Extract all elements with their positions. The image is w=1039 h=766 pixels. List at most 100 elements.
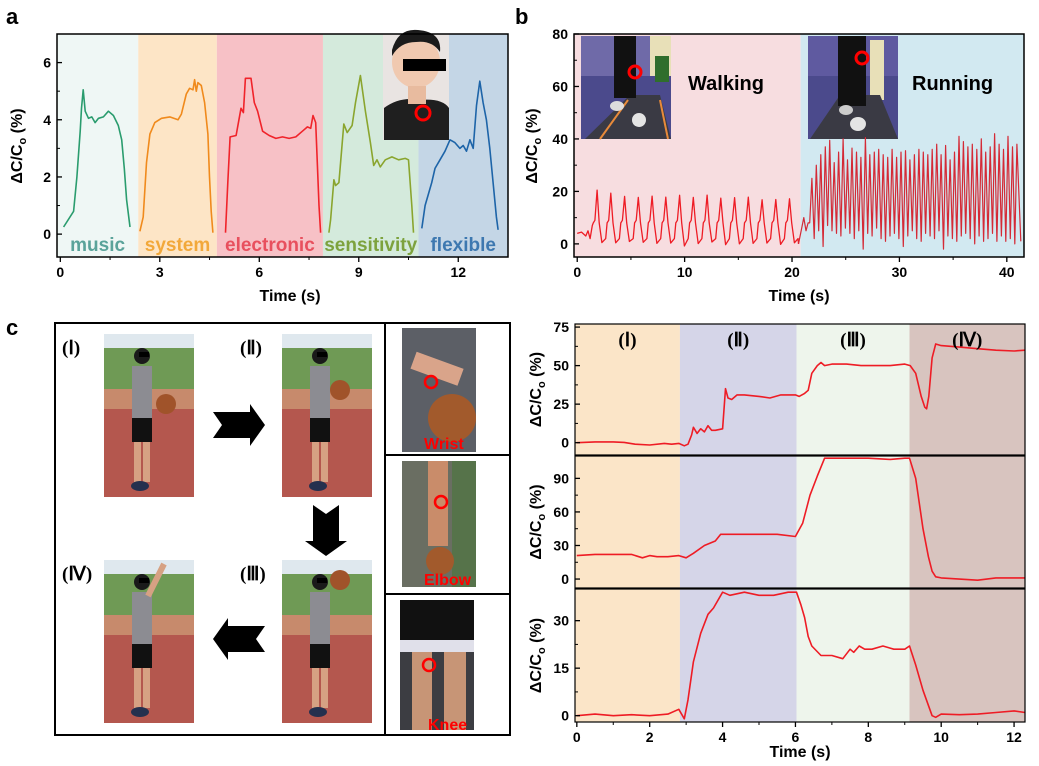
subplot-frame-knee — [574, 588, 1026, 723]
walking-sensor-marker-icon — [627, 64, 643, 80]
panel-c-frames — [574, 323, 1026, 723]
x-tick-label: 0 — [573, 264, 581, 280]
panel-c-regions — [575, 324, 1025, 722]
region-system — [138, 34, 217, 257]
series-electronic — [224, 77, 322, 233]
privacy-bar — [317, 352, 327, 357]
region-word-electronic: electronic — [225, 235, 315, 256]
x-tick-label: 10 — [933, 729, 949, 745]
arrow-down-icon — [305, 505, 347, 556]
region-(Ⅳ) — [909, 324, 1025, 722]
region-word-system: system — [145, 235, 211, 256]
pose-photo-3 — [282, 560, 372, 723]
panel-b-axes: 0 20 40 60 80 0 10 20 30 40 — [552, 26, 1014, 280]
running-sensor-marker-icon — [854, 50, 870, 66]
x-tick-label: 9 — [355, 264, 363, 280]
panel-b-y-title: ΔC/Co (%) — [524, 108, 544, 183]
region-word-flexible: flexible — [430, 235, 495, 256]
sensor-marker-icon — [414, 104, 432, 122]
region-label-(Ⅲ): (Ⅲ) — [840, 330, 866, 351]
joint-label-elbow: Elbow — [424, 572, 472, 589]
privacy-bar — [139, 352, 149, 357]
y-tick-label: 4 — [43, 112, 51, 128]
y-tick-label: 25 — [553, 396, 569, 412]
y-tick-label: 0 — [561, 571, 569, 587]
panel-a-frame — [56, 33, 509, 258]
x-tick-label: 4 — [719, 729, 727, 745]
panel-b-x-title: Time (s) — [768, 288, 829, 305]
y-tick-label: 80 — [552, 26, 568, 42]
panel-a-letter: a — [6, 4, 19, 29]
panel-a-chart: music system electronic sensitivity flexible… — [9, 29, 509, 305]
joint-label-knee: Knee — [428, 717, 467, 734]
y-title-knee: ΔC/Co (%) — [528, 618, 548, 693]
y-title-elbow: ΔC/Co (%) — [528, 484, 548, 559]
x-tick-label: 0 — [573, 729, 581, 745]
basketball — [428, 394, 476, 442]
panel-a-lines — [62, 74, 499, 233]
y-tick-label: 75 — [553, 319, 569, 335]
pose-label-2: (Ⅱ) — [240, 338, 262, 359]
x-tick-label: 12 — [450, 264, 466, 280]
panel-c-lines — [576, 343, 1026, 720]
walking-photo — [581, 36, 671, 140]
panel-b-chart: Walking Running 0 20 40 60 80 0 10 20 30 40 Time … — [524, 26, 1025, 305]
series-system — [139, 78, 214, 233]
panel-c-axes: 0 25 50 75 0 30 60 90 0 15 30 0 2 4 6 8 10 12 — [553, 319, 1022, 745]
panel-c-photo-grid: (Ⅰ) (Ⅱ) (Ⅲ) (Ⅳ) Wrist Elbow Knee — [54, 322, 511, 736]
joint-photo-elbow — [402, 461, 476, 587]
x-tick-label: 40 — [999, 264, 1015, 280]
x-tick-label: 10 — [677, 264, 693, 280]
x-tick-label: 12 — [1006, 729, 1022, 745]
y-tick-label: 30 — [553, 537, 569, 553]
y-tick-label: 2 — [43, 169, 51, 185]
pose-label-3: (Ⅲ) — [240, 564, 266, 585]
y-tick-label: 40 — [552, 131, 568, 147]
y-tick-label: 60 — [553, 504, 569, 520]
series-wrist — [576, 343, 1026, 447]
panel-c-x-title: Time (s) — [769, 744, 830, 761]
series-music — [62, 89, 131, 228]
panel-a-face-photo — [383, 29, 449, 140]
panel-c-region-labels: (Ⅰ) (Ⅱ) (Ⅲ) (Ⅳ) — [618, 330, 982, 351]
region-label-(Ⅰ): (Ⅰ) — [618, 330, 636, 351]
x-tick-label: 8 — [864, 729, 872, 745]
basketball — [330, 380, 350, 400]
pose-label-1: (Ⅰ) — [62, 338, 80, 359]
panel-c-letter: c — [6, 315, 18, 340]
series-walking — [577, 189, 800, 247]
y-tick-label: 50 — [553, 358, 569, 374]
x-tick-label: 0 — [56, 264, 64, 280]
basketball — [156, 394, 176, 414]
joint-label-wrist: Wrist — [424, 436, 464, 453]
region-label-(Ⅱ): (Ⅱ) — [727, 330, 749, 351]
series-knee — [576, 591, 1026, 720]
series-running — [797, 133, 1022, 250]
basketball — [330, 570, 350, 590]
y-tick-label: 15 — [553, 660, 569, 676]
series-elbow — [576, 457, 1025, 581]
pose-label-4: (Ⅳ) — [62, 564, 92, 585]
pose-photo-4 — [104, 560, 194, 723]
series-sensitivity — [328, 74, 415, 233]
y-tick-label: 20 — [552, 183, 568, 199]
x-tick-label: 6 — [255, 264, 263, 280]
series-flexible — [421, 80, 499, 230]
arrow-left-icon — [213, 618, 265, 660]
subplot-frame-wrist — [574, 323, 1026, 456]
region-(Ⅲ) — [796, 324, 910, 722]
y-tick-label: 90 — [553, 470, 569, 486]
region-electronic — [216, 34, 323, 257]
y-tick-label: 60 — [552, 78, 568, 94]
region-word-sensitivity: sensitivity — [324, 235, 417, 256]
panel-b-frame — [573, 33, 1025, 258]
running-label: Running — [912, 73, 993, 95]
pose-photo-1 — [104, 334, 194, 497]
panel-b-letter: b — [515, 4, 528, 29]
x-tick-label: 2 — [646, 729, 654, 745]
panel-a-axes: 0 2 4 6 0 3 6 9 12 — [43, 55, 466, 280]
y-tick-label: 0 — [560, 236, 568, 252]
arrow-right-icon — [213, 404, 265, 446]
region-(Ⅱ) — [679, 324, 797, 722]
running-photo — [808, 36, 898, 139]
